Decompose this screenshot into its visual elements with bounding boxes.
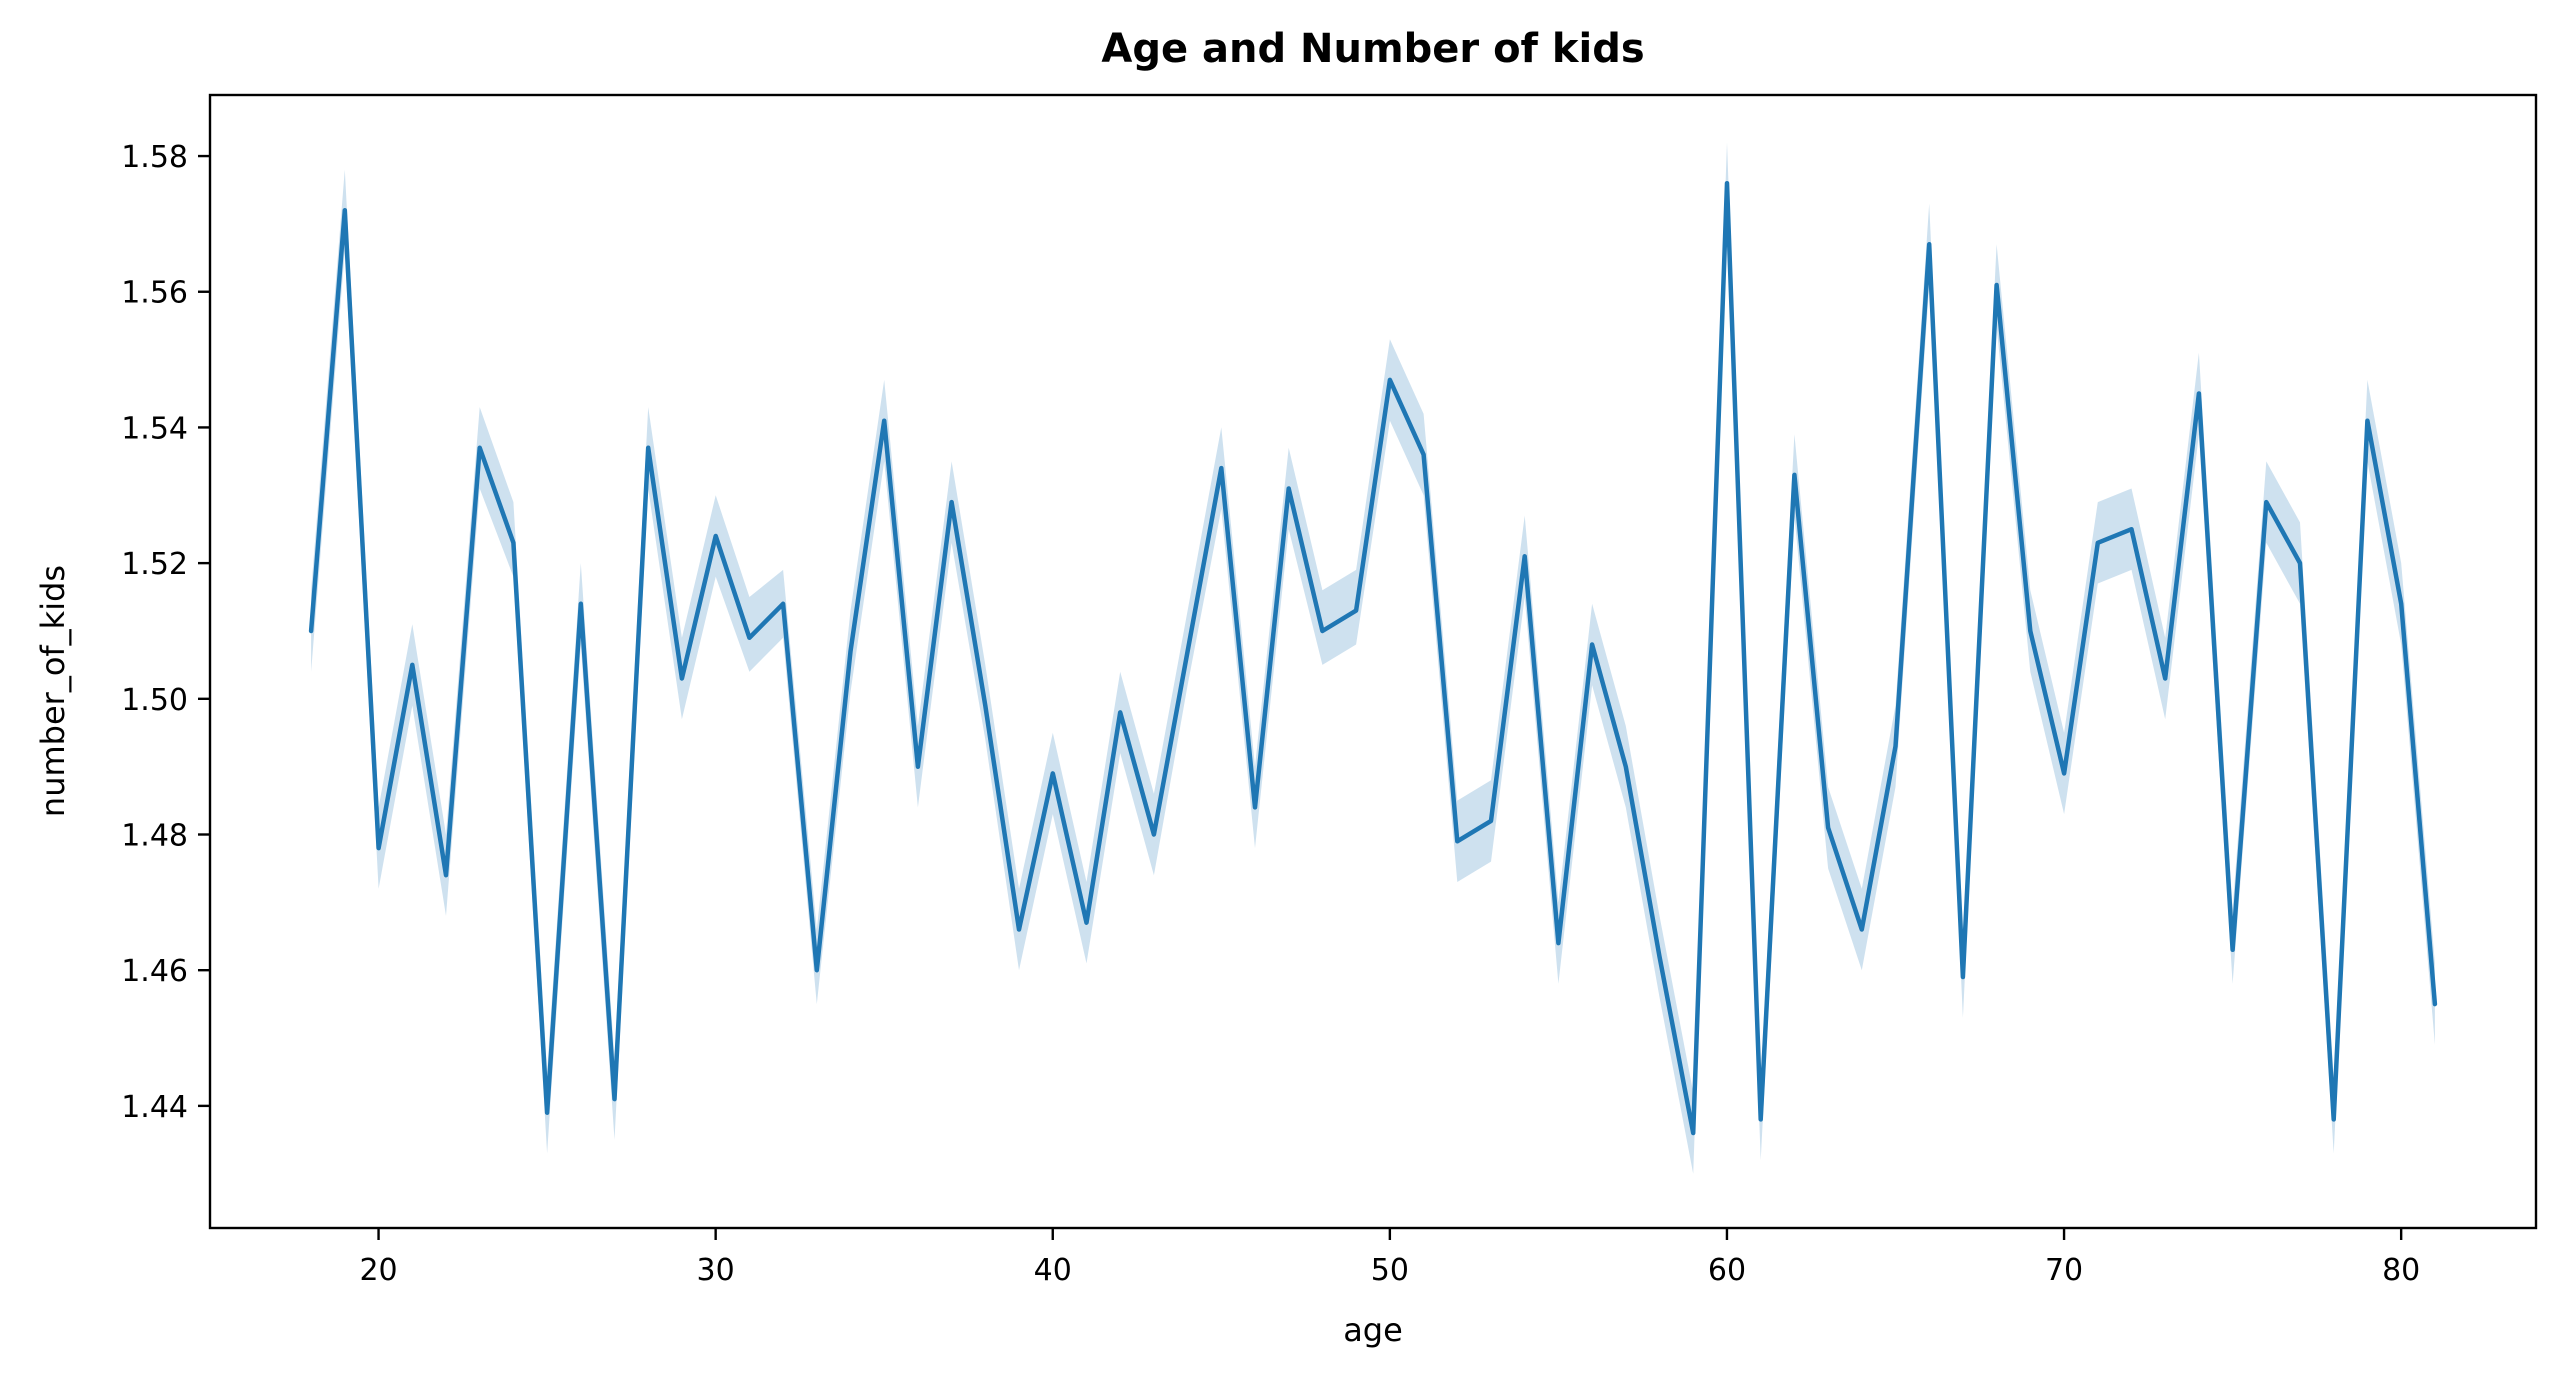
data-point-age-58 xyxy=(1657,954,1663,960)
data-point-age-69 xyxy=(2027,628,2033,634)
y-tick-label: 1.50 xyxy=(121,683,188,718)
data-point-age-25 xyxy=(544,1110,550,1116)
data-point-age-47 xyxy=(1286,486,1292,492)
data-point-age-56 xyxy=(1589,642,1595,648)
data-point-age-57 xyxy=(1623,764,1629,770)
data-point-age-73 xyxy=(2162,676,2168,682)
data-point-age-49 xyxy=(1353,608,1359,614)
data-point-age-36 xyxy=(915,764,921,770)
data-point-age-61 xyxy=(1758,1116,1764,1122)
data-point-age-70 xyxy=(2061,770,2067,776)
data-point-age-31 xyxy=(746,635,752,641)
data-point-age-53 xyxy=(1488,818,1494,824)
x-tick-label: 40 xyxy=(1034,1253,1072,1288)
data-point-age-48 xyxy=(1319,628,1325,634)
data-point-age-32 xyxy=(780,601,786,607)
y-tick-label: 1.58 xyxy=(121,140,188,175)
y-tick-label: 1.48 xyxy=(121,819,188,854)
data-point-age-34 xyxy=(848,648,854,654)
data-point-age-68 xyxy=(1994,282,2000,288)
data-point-age-77 xyxy=(2297,560,2303,566)
data-point-age-75 xyxy=(2230,947,2236,953)
data-point-age-24 xyxy=(510,540,516,546)
data-point-age-28 xyxy=(645,445,651,451)
data-point-age-81 xyxy=(2432,1001,2438,1007)
y-tick-label: 1.52 xyxy=(121,547,188,582)
data-point-age-55 xyxy=(1555,940,1561,946)
data-point-age-27 xyxy=(612,1096,618,1102)
x-tick-label: 60 xyxy=(1708,1253,1746,1288)
y-axis-label: number_of_kids xyxy=(34,565,72,817)
data-point-age-41 xyxy=(1084,920,1090,926)
data-point-age-80 xyxy=(2398,601,2404,607)
series-line xyxy=(308,180,2438,1136)
data-point-age-54 xyxy=(1522,553,1528,559)
data-point-age-79 xyxy=(2364,418,2370,424)
data-point-age-64 xyxy=(1859,927,1865,933)
y-axis: 1.44 1.46 1.48 1.50 1.52 1.54 1.56 1.58 xyxy=(121,140,210,1125)
plot-area xyxy=(308,142,2438,1174)
data-point-age-22 xyxy=(443,872,449,878)
data-point-age-66 xyxy=(1926,241,1932,247)
data-point-age-72 xyxy=(2129,526,2135,532)
data-point-age-78 xyxy=(2331,1116,2337,1122)
data-point-age-50 xyxy=(1387,377,1393,383)
x-tick-label: 70 xyxy=(2045,1253,2083,1288)
data-point-age-63 xyxy=(1825,825,1831,831)
x-axis: 20 30 40 50 60 70 80 xyxy=(359,1228,2420,1288)
x-tick-label: 20 xyxy=(359,1253,397,1288)
data-point-age-30 xyxy=(713,533,719,539)
data-point-age-74 xyxy=(2196,391,2202,397)
data-point-age-39 xyxy=(1016,927,1022,933)
x-axis-label: age xyxy=(1343,1311,1403,1349)
data-point-age-38 xyxy=(982,703,988,709)
y-tick-label: 1.56 xyxy=(121,276,188,311)
x-tick-label: 80 xyxy=(2382,1253,2420,1288)
data-point-age-51 xyxy=(1421,452,1427,458)
data-point-age-44 xyxy=(1185,648,1191,654)
data-point-age-76 xyxy=(2263,499,2269,505)
data-point-age-40 xyxy=(1050,770,1056,776)
data-point-age-62 xyxy=(1791,472,1797,478)
data-point-age-37 xyxy=(949,499,955,505)
data-point-age-60 xyxy=(1724,180,1730,186)
data-point-age-20 xyxy=(376,845,382,851)
plot-frame xyxy=(208,93,2538,1230)
x-tick-label: 50 xyxy=(1371,1253,1409,1288)
data-point-age-35 xyxy=(881,418,887,424)
data-point-age-26 xyxy=(578,601,584,607)
y-tick-label: 1.44 xyxy=(121,1090,188,1125)
data-point-age-43 xyxy=(1151,832,1157,838)
data-point-age-29 xyxy=(679,676,685,682)
data-point-age-45 xyxy=(1218,465,1224,471)
chart-title: Age and Number of kids xyxy=(1101,26,1644,72)
y-tick-label: 1.46 xyxy=(121,954,188,989)
data-point-age-21 xyxy=(409,662,415,668)
data-point-age-52 xyxy=(1454,838,1460,844)
data-point-age-65 xyxy=(1893,743,1899,749)
data-point-age-67 xyxy=(1960,974,1966,980)
y-tick-label: 1.54 xyxy=(121,411,188,446)
data-point-age-18 xyxy=(308,628,314,634)
data-point-age-42 xyxy=(1117,709,1123,715)
data-point-age-71 xyxy=(2095,540,2101,546)
data-point-age-59 xyxy=(1690,1130,1696,1136)
data-point-age-23 xyxy=(477,445,483,451)
data-point-age-46 xyxy=(1252,804,1258,810)
data-point-age-33 xyxy=(814,967,820,973)
data-point-age-19 xyxy=(342,207,348,213)
x-tick-label: 30 xyxy=(697,1253,735,1288)
